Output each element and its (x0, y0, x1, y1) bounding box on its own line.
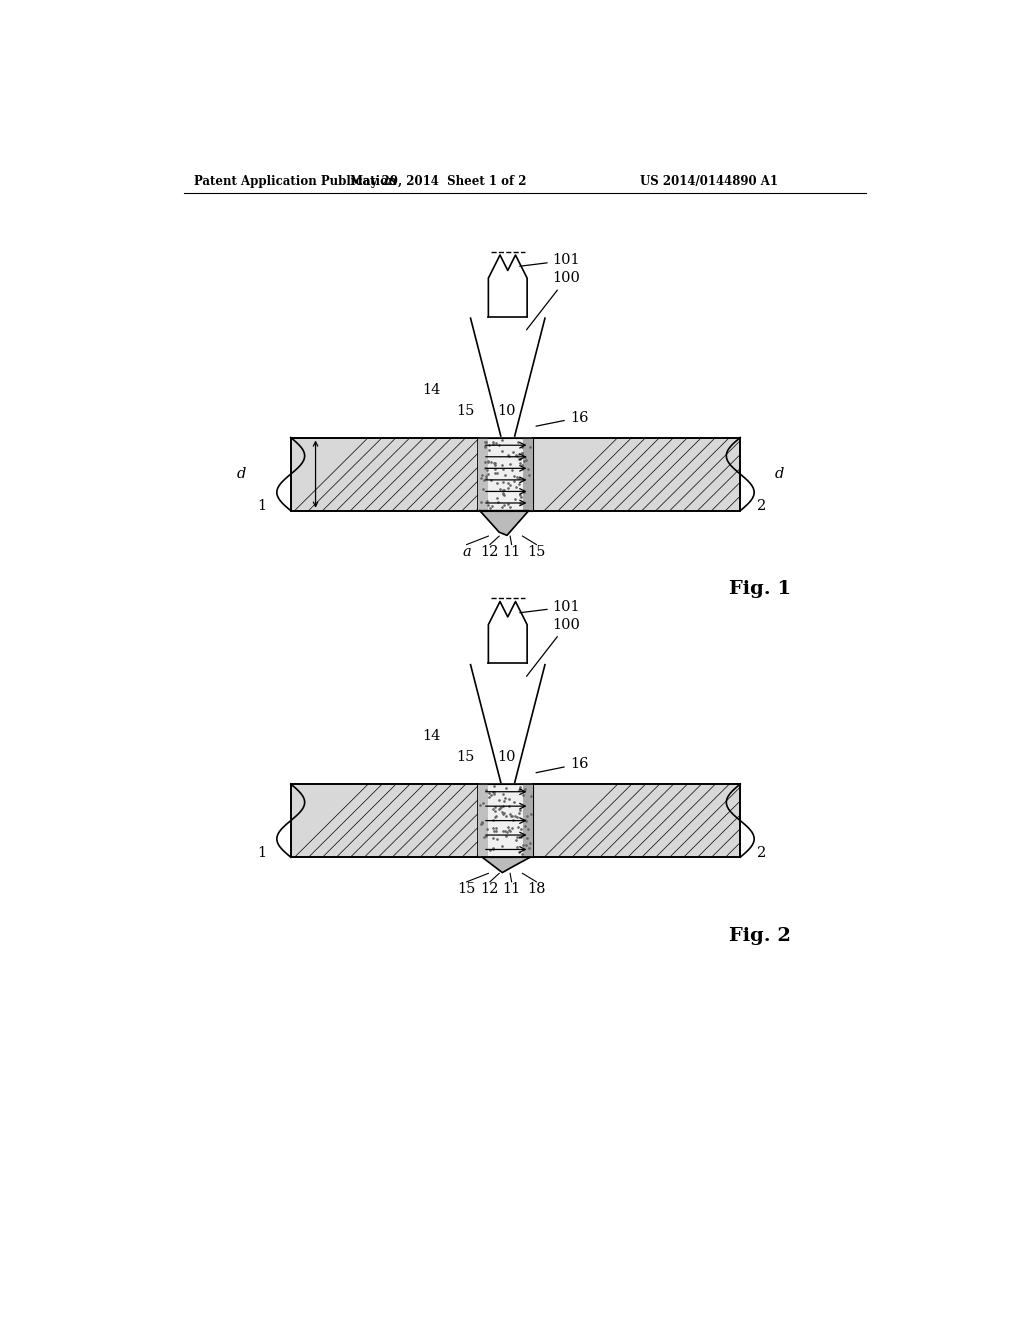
Text: Fig. 1: Fig. 1 (729, 581, 791, 598)
Text: 15: 15 (456, 404, 474, 417)
Text: 101: 101 (520, 599, 581, 614)
Bar (478, 437, 488, 511)
Text: 100: 100 (526, 618, 581, 676)
Text: 16: 16 (536, 756, 588, 772)
Text: 12: 12 (480, 882, 499, 896)
Text: 101: 101 (520, 253, 581, 268)
Polygon shape (482, 857, 530, 873)
Bar (478, 437, 532, 511)
Text: 15: 15 (458, 882, 476, 896)
Text: Patent Application Publication: Patent Application Publication (194, 176, 396, 189)
Text: 1: 1 (257, 499, 266, 513)
Bar (523, 437, 532, 511)
Bar (478, 784, 488, 857)
Text: 11: 11 (503, 882, 521, 896)
Bar (532, 784, 740, 857)
Text: d: d (775, 467, 784, 480)
Text: 1: 1 (257, 846, 266, 859)
Bar (291, 784, 478, 857)
Bar (291, 437, 740, 511)
Bar (291, 437, 478, 511)
Text: 100: 100 (526, 271, 581, 330)
Text: 18: 18 (527, 882, 546, 896)
Text: 14: 14 (423, 729, 441, 743)
Text: 2: 2 (758, 846, 767, 859)
Text: 11: 11 (503, 545, 521, 558)
Text: 15: 15 (456, 750, 474, 764)
Text: 12: 12 (480, 545, 499, 558)
Bar (532, 437, 740, 511)
Text: 10: 10 (498, 404, 516, 417)
Text: May 29, 2014  Sheet 1 of 2: May 29, 2014 Sheet 1 of 2 (350, 176, 526, 189)
Text: 2: 2 (758, 499, 767, 513)
Text: d: d (237, 467, 246, 480)
Text: 15: 15 (527, 545, 546, 558)
Text: Fig. 2: Fig. 2 (729, 927, 791, 945)
Text: 10: 10 (498, 750, 516, 764)
Bar (478, 784, 532, 857)
Bar (523, 784, 532, 857)
Text: US 2014/0144890 A1: US 2014/0144890 A1 (640, 176, 777, 189)
Text: 14: 14 (423, 383, 441, 397)
Polygon shape (480, 511, 528, 536)
Bar (291, 784, 740, 857)
Text: a: a (462, 545, 471, 558)
Text: 16: 16 (536, 411, 588, 426)
